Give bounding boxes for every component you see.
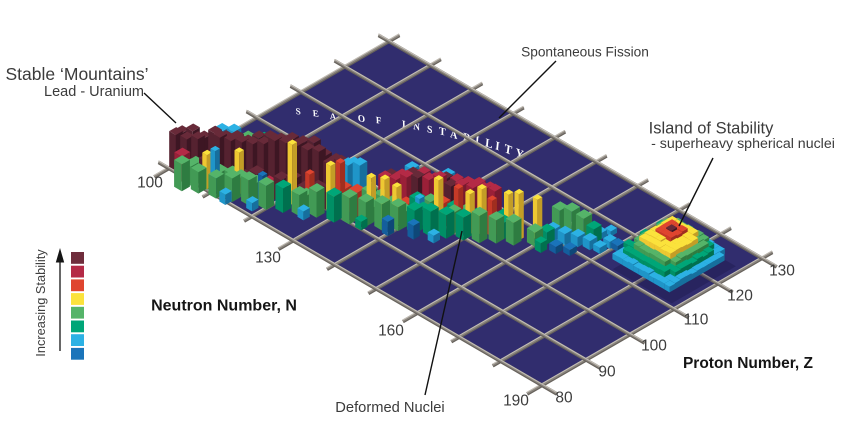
- svg-text:T: T: [504, 141, 513, 158]
- svg-text:- superheavy spherical nuclei: - superheavy spherical nuclei: [651, 136, 835, 152]
- svg-text:E: E: [312, 108, 319, 119]
- svg-text:S: S: [295, 106, 301, 117]
- svg-text:80: 80: [555, 390, 573, 407]
- svg-text:Neutron Number, N: Neutron Number, N: [151, 298, 297, 315]
- svg-text:I: I: [475, 134, 480, 147]
- svg-text:Proton Number, Z: Proton Number, Z: [683, 355, 814, 372]
- svg-text:L: L: [485, 136, 494, 152]
- svg-text:N: N: [413, 121, 421, 134]
- svg-text:Y: Y: [515, 145, 525, 162]
- svg-text:I: I: [495, 139, 501, 154]
- svg-text:A: A: [329, 111, 336, 122]
- svg-text:Spontaneous Fission: Spontaneous Fission: [521, 45, 649, 60]
- svg-text:Increasing Stability: Increasing Stability: [33, 249, 48, 357]
- svg-text:130: 130: [255, 250, 281, 267]
- svg-text:100: 100: [137, 175, 163, 192]
- svg-text:A: A: [450, 129, 458, 142]
- svg-text:Lead - Uranium: Lead - Uranium: [44, 84, 144, 100]
- svg-text:Deformed Nuclei: Deformed Nuclei: [335, 400, 444, 416]
- svg-text:I: I: [402, 119, 406, 131]
- svg-text:S: S: [427, 124, 433, 137]
- svg-text:190: 190: [503, 393, 529, 410]
- svg-text:120: 120: [727, 288, 753, 305]
- svg-text:F: F: [376, 115, 382, 127]
- svg-text:Stable ‘Mountains’: Stable ‘Mountains’: [6, 64, 149, 84]
- svg-text:T: T: [439, 126, 446, 139]
- svg-text:100: 100: [641, 338, 667, 355]
- svg-text:110: 110: [684, 312, 709, 329]
- svg-text:130: 130: [769, 263, 795, 280]
- svg-text:160: 160: [378, 323, 404, 340]
- svg-text:Island of Stability: Island of Stability: [649, 120, 774, 138]
- svg-text:O: O: [358, 113, 366, 126]
- svg-text:90: 90: [598, 364, 616, 381]
